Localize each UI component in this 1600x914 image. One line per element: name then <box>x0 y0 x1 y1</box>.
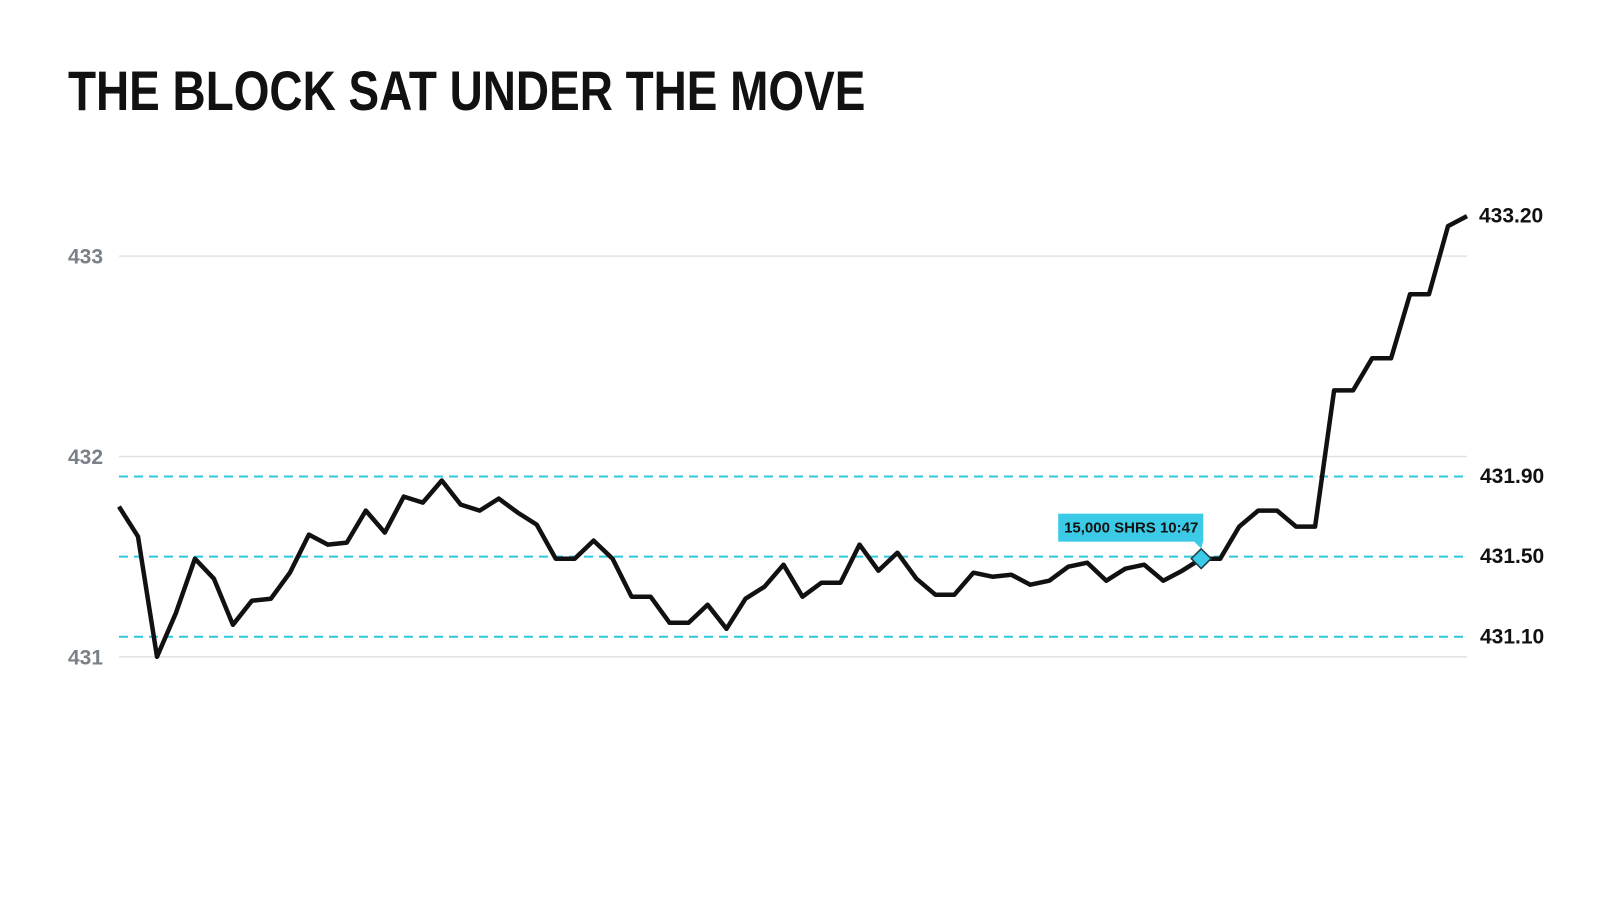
y-tick-label: 431 <box>68 646 103 669</box>
value-label: 433.20 <box>1479 205 1543 228</box>
reference-label: 431.10 <box>1480 625 1544 648</box>
y-tick-label: 433 <box>68 246 103 269</box>
reference-label: 431.90 <box>1480 465 1544 488</box>
annotation-marker <box>1190 547 1213 570</box>
annotation-text: 15,000 SHRS 10:47 <box>1064 520 1198 537</box>
annotation-box <box>1058 513 1204 542</box>
price-line <box>117 214 1469 660</box>
y-tick-label: 432 <box>68 446 103 469</box>
annotation-pointer <box>1193 540 1204 549</box>
reference-label: 431.50 <box>1480 545 1544 568</box>
chart-title: THE BLOCK SAT UNDER THE MOVE <box>68 59 865 121</box>
